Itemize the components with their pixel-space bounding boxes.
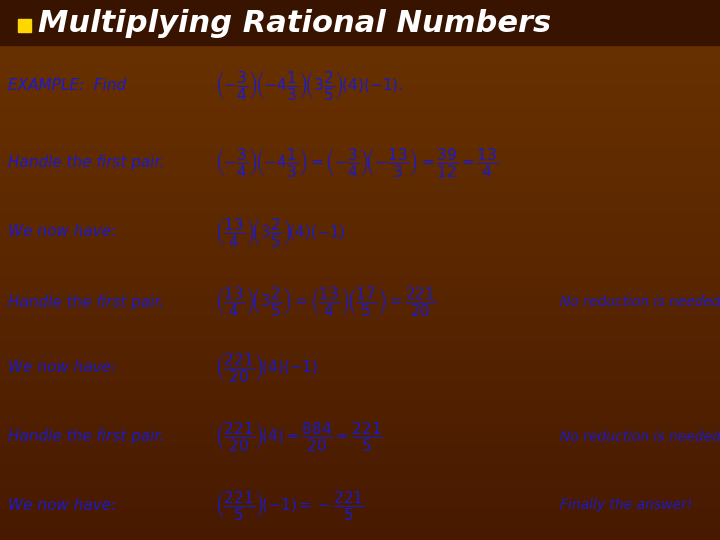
Bar [0, 0, 720, 45]
Text: $\left(-\dfrac{3}{4}\right)\!\left(-4\dfrac{1}{3}\right)=\left(-\dfrac{3}{4}\rig: $\left(-\dfrac{3}{4}\right)\!\left(-4\df… [215, 145, 498, 179]
Text: Finally the answer!: Finally the answer! [560, 498, 693, 512]
Text: No reduction is needed.: No reduction is needed. [560, 430, 720, 444]
Text: We now have:: We now have: [8, 225, 116, 240]
Text: We now have:: We now have: [8, 497, 116, 512]
Text: Multiplying Rational Numbers: Multiplying Rational Numbers [38, 9, 551, 37]
Text: $\left(\dfrac{13}{4}\right)\!\left(3\dfrac{2}{5}\right)=\left(\dfrac{13}{4}\righ: $\left(\dfrac{13}{4}\right)\!\left(3\dfr… [215, 286, 436, 319]
Text: No reduction is needed.: No reduction is needed. [560, 295, 720, 309]
Text: Handle the first pair.: Handle the first pair. [8, 429, 164, 444]
Text: Handle the first pair.: Handle the first pair. [8, 294, 164, 309]
Text: $\left(-\dfrac{3}{4}\right)\!\left(-4\dfrac{1}{3}\right)\!\left(3\dfrac{2}{5}\ri: $\left(-\dfrac{3}{4}\right)\!\left(-4\df… [215, 69, 403, 102]
Bar [18, 19, 31, 32]
Text: $\left(\dfrac{221}{20}\right)\!(4)(-1)$: $\left(\dfrac{221}{20}\right)\!(4)(-1)$ [215, 352, 318, 384]
Text: $\left(\dfrac{221}{20}\right)\!(4)=\dfrac{884}{20}=\dfrac{221}{5}$: $\left(\dfrac{221}{20}\right)\!(4)=\dfra… [215, 421, 383, 454]
Text: $\left(\dfrac{221}{5}\right)\!(-1)=-\dfrac{221}{5}$: $\left(\dfrac{221}{5}\right)\!(-1)=-\dfr… [215, 489, 364, 522]
Text: Handle the first pair.: Handle the first pair. [8, 154, 164, 170]
Text: EXAMPLE:  Find: EXAMPLE: Find [8, 78, 126, 92]
Text: We now have:: We now have: [8, 361, 116, 375]
Text: $\left(\dfrac{13}{4}\right)\!\left(3\dfrac{2}{5}\right)\!(4)(-1)$: $\left(\dfrac{13}{4}\right)\!\left(3\dfr… [215, 215, 346, 248]
